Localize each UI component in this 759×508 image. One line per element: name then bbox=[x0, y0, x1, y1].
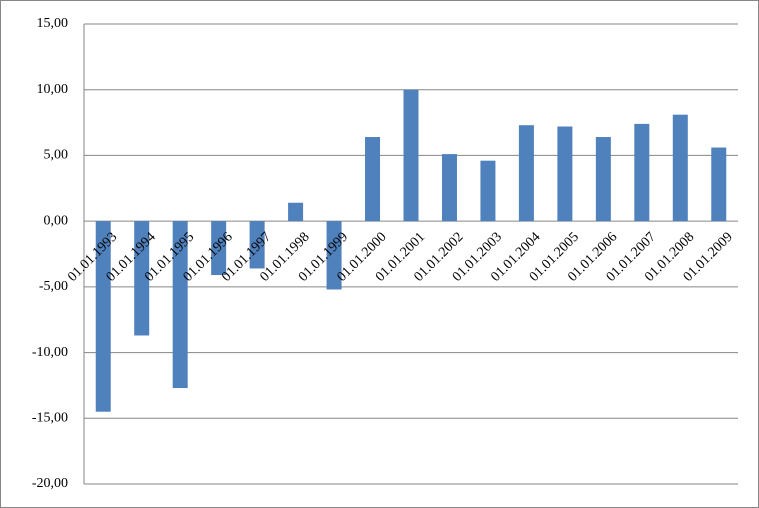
bar bbox=[711, 147, 727, 222]
bar bbox=[480, 160, 496, 222]
y-tick-label: -10,00 bbox=[32, 345, 68, 360]
bar bbox=[441, 154, 457, 222]
bar bbox=[518, 125, 534, 222]
bar bbox=[634, 123, 650, 222]
bar bbox=[557, 126, 573, 222]
bar bbox=[403, 89, 419, 222]
y-tick-label: -5,00 bbox=[39, 279, 68, 294]
y-tick-label: 0,00 bbox=[44, 213, 69, 228]
bar bbox=[326, 221, 342, 290]
bar bbox=[288, 202, 304, 222]
bar bbox=[365, 137, 381, 222]
y-tick-label: -15,00 bbox=[32, 411, 68, 426]
y-tick-label: 15,00 bbox=[37, 16, 69, 31]
y-tick-label: 10,00 bbox=[37, 82, 69, 97]
bar bbox=[134, 221, 150, 336]
bar bbox=[211, 221, 227, 276]
bar bbox=[672, 114, 688, 222]
y-tick-label: 5,00 bbox=[44, 148, 69, 163]
y-tick-label: -20,00 bbox=[32, 476, 68, 491]
bar bbox=[95, 221, 111, 412]
bar bbox=[249, 221, 265, 269]
bar bbox=[595, 137, 611, 222]
bar bbox=[172, 221, 188, 389]
